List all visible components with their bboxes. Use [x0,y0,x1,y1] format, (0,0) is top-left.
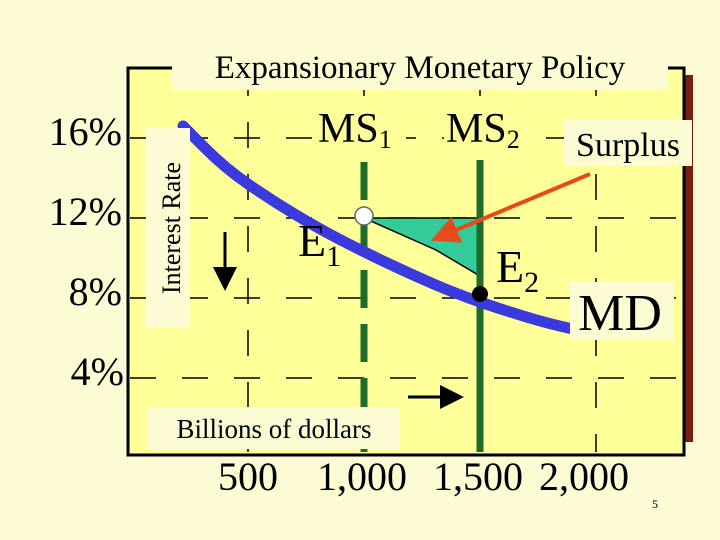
y-axis-label: Interest Rate [157,162,186,294]
y-tick-label: 4% [71,349,124,394]
title-box [172,44,668,90]
surplus-label: Surplus [576,127,680,164]
x-tick-label: 1,000 [317,454,407,499]
y-tick-label: 8% [69,269,122,314]
e2-label: E2 [496,241,539,299]
e1-label: E1 [298,215,341,273]
ms1-label: MS1 [318,106,392,154]
md-curve [177,120,602,340]
y-tick-label: 12% [49,189,122,234]
surplus-arrow [430,172,591,243]
e1-subscript: 1 [326,240,341,273]
ylabel-bg [146,128,190,328]
xlabel-bg [148,407,400,449]
ms1-name: MS [318,106,379,152]
ms2-label-bg [444,106,536,152]
ms2-label: MS2 [446,106,520,154]
ms2-subscript: 2 [507,125,520,154]
x-axis-label: Billions of dollars [177,414,372,444]
ms1-subscript: 1 [379,125,392,154]
e2-point [472,286,488,302]
md-label-bg [570,282,674,340]
x-tick-label: 500 [218,454,278,499]
md-label: MD [578,285,662,342]
chart-title: Expansionary Monetary Policy [215,50,626,86]
slide-number: 5 [652,497,658,511]
y-tick-label: 16% [49,109,122,154]
e1-point [354,206,374,226]
x-tick-label: 2,000 [539,454,629,499]
e2-subscript: 2 [524,266,539,299]
x-tick-label: 1,500 [433,454,523,499]
surplus-label-bg [564,120,692,166]
e1-name: E [298,215,326,266]
ms2-name: MS [446,106,507,152]
ms1-label-bg [316,106,406,152]
e2-name: E [496,241,524,292]
